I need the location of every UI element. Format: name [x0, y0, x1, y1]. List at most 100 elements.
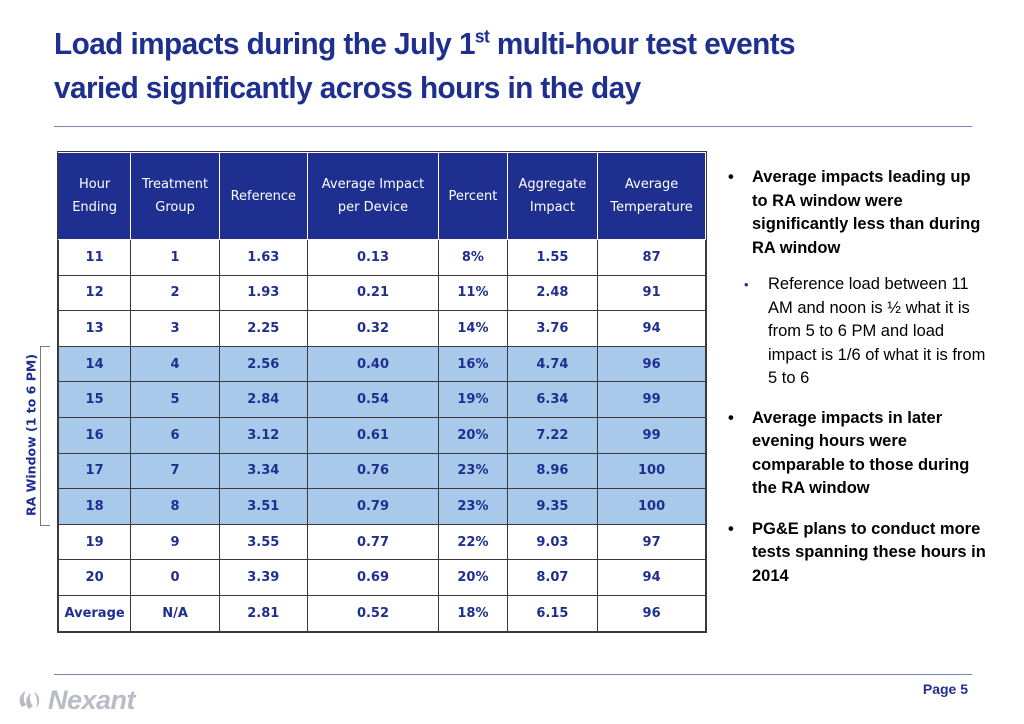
- table-cell: 94: [597, 559, 706, 596]
- table-cell: 3.51: [218, 488, 308, 525]
- table-cell: 17: [57, 452, 132, 490]
- title-line-1: Load impacts during the July 1st multi-h…: [54, 22, 956, 66]
- table-cell: 4.74: [506, 345, 599, 383]
- slide-title: Load impacts during the July 1st multi-h…: [54, 22, 956, 110]
- table-cell: 8: [130, 488, 220, 525]
- bullet-item: • Average impacts in later evening hours …: [728, 407, 988, 501]
- table-cell: 2.48: [506, 274, 599, 312]
- title-text-part2: multi-hour test events: [489, 26, 796, 61]
- column-header: Reference: [218, 152, 308, 240]
- table-cell: 16: [57, 416, 132, 454]
- table-cell: 22%: [438, 523, 508, 561]
- column-header: Hour Ending: [57, 152, 132, 240]
- table-cell: 1.93: [218, 274, 308, 312]
- title-text-part1: Load impacts during the July 1: [54, 26, 476, 61]
- table-cell: 7: [130, 452, 220, 490]
- table-cell: 8.96: [506, 452, 599, 490]
- table-cell: 0.79: [306, 488, 440, 525]
- table-cell: N/A: [130, 594, 220, 632]
- table-cell: 96: [597, 345, 706, 383]
- table-cell: 9: [130, 523, 220, 561]
- table-cell: 9.35: [506, 488, 599, 525]
- table-cell: 3.55: [218, 523, 308, 561]
- nexant-logo: Nexant: [16, 684, 136, 716]
- table-cell: 0.61: [306, 416, 440, 454]
- page-number: Page 5: [922, 681, 968, 697]
- table-cell: 23%: [438, 452, 508, 490]
- bullet-text: Reference load between 11 AM and noon is…: [768, 275, 986, 387]
- load-impacts-table: Hour Ending Treatment Group Reference Average…: [57, 151, 707, 633]
- table-cell: 0.54: [306, 381, 440, 418]
- column-header-text: Ending: [72, 200, 117, 215]
- bullet-list: • Average impacts leading up to RA window…: [728, 166, 988, 605]
- table-cell: 91: [597, 274, 706, 312]
- table-cell: 3.12: [218, 416, 308, 454]
- bullet-dot-icon: •: [744, 277, 749, 292]
- column-header-text: Hour: [78, 177, 111, 192]
- table-cell: 99: [597, 381, 706, 418]
- bullet-item: • PG&E plans to conduct more tests spanni…: [728, 518, 988, 589]
- table-cell: 8.07: [506, 559, 599, 596]
- table-cell: 19%: [438, 381, 508, 418]
- table-cell: 0.77: [306, 523, 440, 561]
- column-header: Average Impact per Device: [306, 152, 440, 240]
- table-row: 20 0 3.39 0.69 20% 8.07 94: [57, 559, 706, 596]
- column-header-text: Temperature: [610, 200, 693, 215]
- table-row: 11 1 1.63 0.13 8% 1.55 87: [57, 239, 706, 276]
- table-row: Average N/A 2.81 0.52 18% 6.15 96: [57, 594, 706, 632]
- table-cell: 5: [130, 381, 220, 418]
- table-cell: 3.34: [218, 452, 308, 490]
- title-divider: [54, 126, 972, 127]
- table-cell: 15: [57, 381, 132, 418]
- column-header: Treatment Group: [130, 152, 220, 240]
- table-cell: 16%: [438, 345, 508, 383]
- table-cell: 3.39: [218, 559, 308, 596]
- bullet-dot-icon: •: [728, 168, 734, 186]
- column-header: Percent: [438, 152, 508, 240]
- table-cell: 0.52: [306, 594, 440, 632]
- table-cell: 6.15: [506, 594, 599, 632]
- bullet-item: • Average impacts leading up to RA window…: [728, 166, 988, 260]
- table-cell: 13: [57, 310, 132, 347]
- column-header-text: Average: [624, 177, 679, 192]
- table-header-row: Hour Ending Treatment Group Reference Average…: [57, 152, 706, 240]
- table-cell: 2.81: [218, 594, 308, 632]
- table-cell: 0.32: [306, 310, 440, 347]
- table-cell: 2.56: [218, 345, 308, 383]
- table-row: 16 6 3.12 0.61 20% 7.22 99: [57, 416, 706, 454]
- table-cell: 2: [130, 274, 220, 312]
- column-header-text: Reference: [230, 188, 297, 204]
- table-cell: 0: [130, 559, 220, 596]
- footer-divider: [54, 674, 972, 675]
- table-body: 11 1 1.63 0.13 8% 1.55 87 12 2 1.93 0.21 11% 2.48 91 1…: [57, 239, 706, 632]
- table-cell: 20%: [438, 559, 508, 596]
- table-cell: 14%: [438, 310, 508, 347]
- table-cell: 0.21: [306, 274, 440, 312]
- table-cell: 1.63: [218, 239, 308, 276]
- column-header: Aggregate Impact: [506, 152, 599, 240]
- table-cell: 23%: [438, 488, 508, 525]
- table-cell: 1.55: [506, 239, 599, 276]
- ra-window-bracket: [40, 346, 50, 526]
- table-cell: 18: [57, 488, 132, 525]
- table-row: 15 5 2.84 0.54 19% 6.34 99: [57, 381, 706, 418]
- table-cell: 87: [597, 239, 706, 276]
- table-cell: 96: [597, 594, 706, 632]
- table-row: 12 2 1.93 0.21 11% 2.48 91: [57, 274, 706, 312]
- table-cell: 18%: [438, 594, 508, 632]
- column-header: Average Temperature: [597, 152, 706, 240]
- table-cell: 0.76: [306, 452, 440, 490]
- table-cell: 0.40: [306, 345, 440, 383]
- nexant-logo-mark-icon: [19, 691, 40, 709]
- column-header-text: Treatment: [141, 177, 209, 192]
- table-cell: 14: [57, 345, 132, 383]
- table-cell: 20: [57, 559, 132, 596]
- column-header-text: Aggregate: [518, 177, 587, 192]
- table-cell: 19: [57, 523, 132, 561]
- table-cell: 7.22: [506, 416, 599, 454]
- nexant-logo-text: Nexant: [48, 684, 136, 715]
- sub-bullet-item: • Reference load between 11 AM and noon i…: [728, 273, 988, 391]
- table-cell: 9.03: [506, 523, 599, 561]
- title-superscript: st: [474, 26, 490, 47]
- bullet-text: PG&E plans to conduct more tests spannin…: [752, 519, 986, 585]
